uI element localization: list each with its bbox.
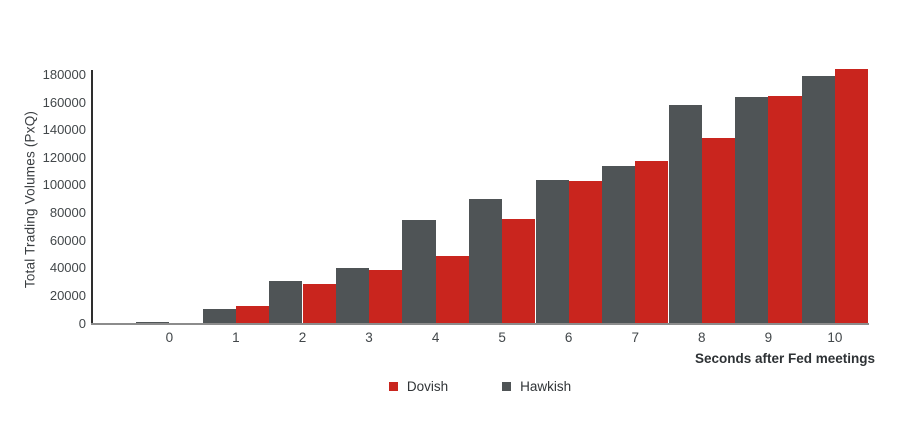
hawkish-bar [668,105,702,325]
legend-label: Dovish [406,379,449,394]
y-tick-label: 80000 [49,205,86,221]
dovish-bar [834,69,869,325]
hawkish-bar [801,75,835,325]
y-tick-label: 40000 [49,260,86,276]
dovish-bar [235,306,270,325]
x-tick-label: 7 [631,330,639,345]
dovish-bar [502,218,536,325]
dovish-bar [635,160,669,325]
x-tick-label: 6 [564,330,573,345]
x-tick-label: 10 [827,330,843,345]
hawkish-bar [735,97,769,325]
hawkish-bar [269,280,303,325]
dovish-bar [701,138,735,325]
hawkish-bar [402,219,436,325]
hawkish-bar [202,308,236,325]
x-tick-label: 8 [698,330,706,345]
legend-swatch-icon [388,382,398,391]
hawkish-bar [535,179,569,325]
x-tick-label: 2 [298,330,307,345]
x-axis-line [91,322,869,325]
y-tick-label: 20000 [49,287,86,303]
x-tick-label: 1 [232,330,240,345]
dovish-bar [435,255,469,325]
x-tick-label: 4 [431,330,440,345]
y-tick-label: 60000 [49,232,86,248]
dovish-bar [768,95,802,325]
legend-item-hawkish: Hawkish [502,379,571,394]
x-tick-label: 3 [365,330,373,345]
x-axis-title: Seconds after Fed meetings [694,351,875,366]
y-tick-label: 100000 [42,177,86,193]
dovish-bar [568,181,602,325]
y-tick-label: 120000 [42,149,86,165]
y-tick-label: 180000 [42,67,86,82]
x-tick-label: 0 [165,330,174,345]
y-tick-label: 160000 [42,94,86,110]
hawkish-bar [468,199,503,325]
hawkish-bar [602,166,636,325]
legend-label: Hawkish [520,379,572,394]
x-tick-label: 5 [498,330,506,345]
y-tick-label: 0 [78,315,86,331]
y-tick-label: 140000 [42,122,86,138]
x-tick-label: 9 [764,330,773,345]
hawkish-bar [335,268,370,325]
y-axis-line [91,70,93,324]
dovish-bar [302,284,336,325]
legend: Dovish Hawkish [91,379,869,394]
legend-swatch-icon [502,382,512,391]
dovish-bar [369,270,403,325]
legend-item-dovish: Dovish [388,379,449,394]
